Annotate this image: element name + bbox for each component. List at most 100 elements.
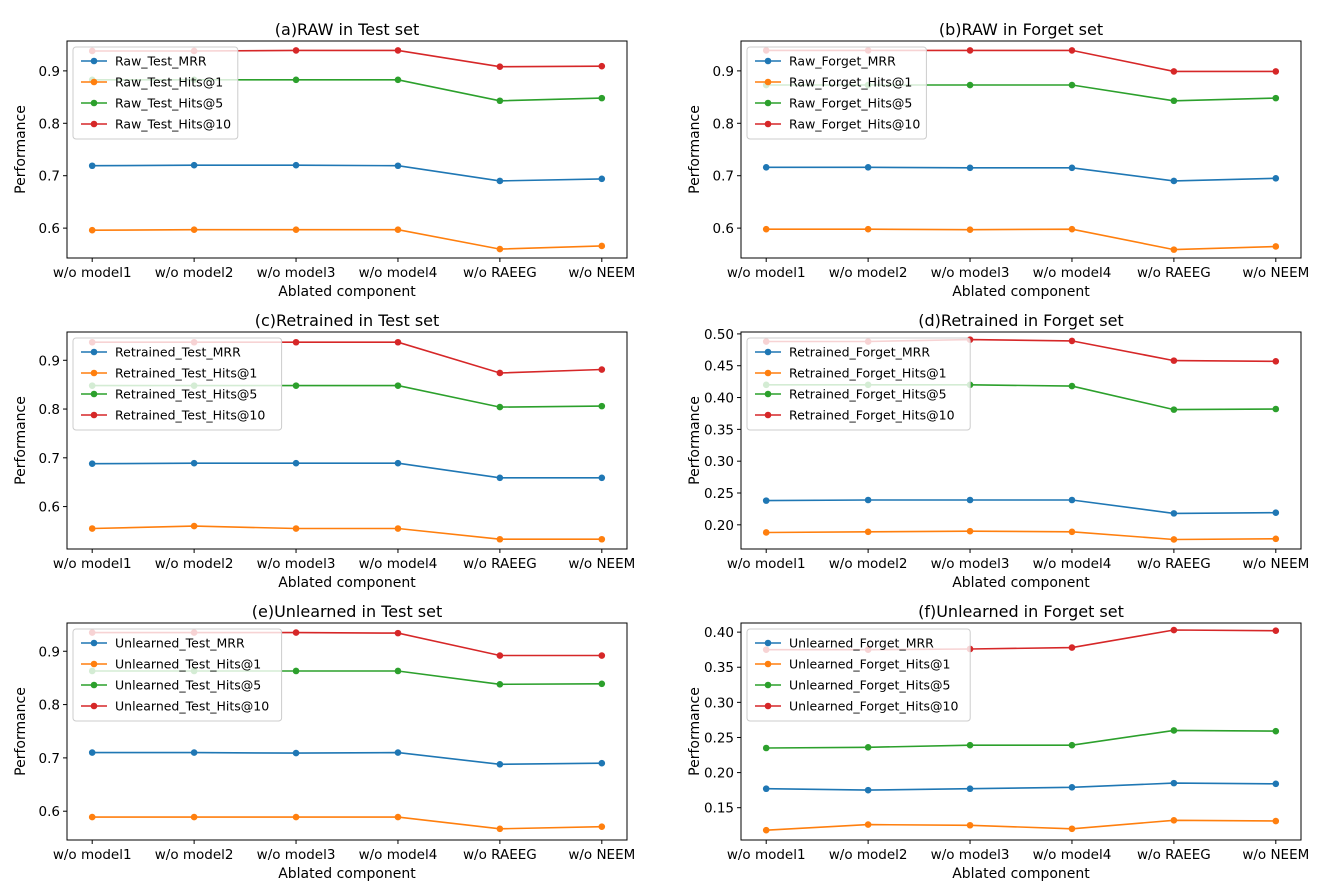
data-point-Raw_Test_MRR (394, 162, 402, 170)
data-point-Unlearned_Forget_Hits@10 (1170, 626, 1178, 634)
data-point-Unlearned_Test_Hits@10 (598, 652, 606, 659)
y-tick-label: 0.30 (704, 454, 734, 470)
x-tick-label: w/o model4 (1033, 265, 1112, 281)
x-axis-label: Ablated component (278, 866, 416, 882)
data-point-Retrained_Forget_Hits@5 (1170, 406, 1178, 413)
y-axis-label: Performance (13, 105, 29, 194)
data-point-Raw_Forget_MRR (1272, 175, 1280, 182)
data-point-Unlearned_Test_Hits@1 (190, 813, 198, 821)
x-tick-label: w/o model1 (727, 265, 806, 281)
x-axis-label: Ablated component (952, 284, 1090, 300)
data-point-Unlearned_Test_Hits@10 (394, 629, 402, 637)
series-line-Retrained_Forget_Hits@1 (766, 530, 1276, 541)
y-tick-label: 0.40 (704, 391, 734, 407)
y-tick-label: 0.8 (39, 116, 60, 132)
y-tick-label: 0.25 (704, 730, 734, 746)
legend-box (72, 628, 283, 722)
data-point-Retrained_Test_Hits@1 (190, 522, 198, 530)
y-tick-label: 0.35 (704, 422, 734, 438)
legend-marker (90, 78, 98, 86)
data-point-Unlearned_Forget_MRR (762, 785, 770, 793)
data-point-Retrained_Test_MRR (190, 459, 198, 467)
data-point-Retrained_Test_Hits@10 (292, 338, 300, 346)
data-point-Unlearned_Test_Hits@5 (292, 667, 300, 675)
legend-label: Raw_Forget_Hits@10 (789, 117, 920, 132)
x-tick-label: w/o model3 (257, 556, 336, 572)
y-tick-label: 0.6 (39, 500, 60, 516)
legend-marker (90, 411, 98, 419)
legend-marker (90, 57, 98, 65)
legend-marker (764, 348, 772, 356)
subplot-3: (c)Retrained in Test set 0.6 0.7 0.8 0.9 w/o … (13, 311, 635, 591)
legend-label: Retrained_Test_Hits@1 (115, 366, 257, 381)
data-point-Raw_Forget_Hits@10 (1170, 68, 1178, 75)
data-point-Retrained_Test_Hits@1 (88, 525, 96, 532)
legend-marker (764, 390, 772, 398)
legend-marker (90, 639, 98, 647)
x-tick-label: w/o model3 (257, 265, 336, 281)
data-point-Unlearned_Forget_Hits@1 (864, 821, 872, 828)
legend-marker (90, 99, 98, 107)
data-point-Retrained_Forget_Hits@1 (864, 528, 872, 536)
series-line-Raw_Forget_Hits@1 (766, 228, 1276, 251)
x-tick-label: w/o RAEEG (463, 847, 537, 863)
data-point-Retrained_Test_MRR (496, 474, 504, 482)
data-point-Raw_Forget_Hits@10 (1068, 47, 1076, 54)
data-point-Raw_Forget_Hits@5 (1272, 94, 1280, 102)
legend-marker (764, 639, 772, 647)
data-point-Unlearned_Forget_Hits@10 (1272, 627, 1280, 635)
data-point-Unlearned_Test_Hits@5 (598, 680, 606, 688)
legend-box (72, 46, 239, 140)
legend: Retrained_Test_MRR Retrained_Test_Hits@1 R… (72, 337, 283, 431)
data-point-Retrained_Forget_Hits@5 (1272, 405, 1280, 413)
data-point-Raw_Test_Hits@5 (496, 97, 504, 105)
data-point-Retrained_Test_Hits@1 (598, 535, 606, 543)
data-point-Retrained_Forget_MRR (1272, 509, 1280, 517)
legend: Raw_Forget_MRR Raw_Forget_Hits@1 Raw_Forge… (746, 46, 927, 140)
data-point-Unlearned_Forget_Hits@1 (966, 821, 974, 829)
y-tick-label: 0.20 (704, 766, 734, 782)
data-point-Unlearned_Test_Hits@1 (496, 825, 504, 833)
data-point-Retrained_Forget_Hits@10 (1170, 357, 1178, 364)
data-point-Raw_Test_Hits@10 (394, 47, 402, 54)
y-tick-label: 0.7 (39, 169, 60, 185)
legend-label: Raw_Forget_Hits@5 (789, 96, 912, 111)
x-tick-label: w/o model2 (155, 265, 234, 281)
x-tick-label: w/o model4 (1033, 847, 1112, 863)
subplot-2: (b)RAW in Forget set 0.6 0.7 0.8 0.9 w/o mode… (687, 20, 1309, 300)
data-point-Retrained_Forget_MRR (966, 496, 974, 504)
legend-label: Retrained_Test_Hits@10 (115, 408, 265, 423)
y-tick-label: 0.45 (704, 359, 734, 375)
data-point-Unlearned_Test_MRR (292, 749, 300, 757)
data-point-Unlearned_Test_MRR (496, 760, 504, 768)
data-point-Retrained_Test_Hits@10 (496, 369, 504, 377)
x-tick-label: w/o model3 (257, 847, 336, 863)
x-tick-label: w/o RAEEG (1137, 265, 1211, 281)
subplot-title: (d)Retrained in Forget set (918, 311, 1123, 330)
x-tick-label: w/o model2 (829, 265, 908, 281)
data-point-Raw_Test_Hits@1 (190, 226, 198, 233)
data-point-Raw_Test_Hits@1 (394, 226, 402, 233)
data-point-Retrained_Test_Hits@5 (292, 382, 300, 389)
data-point-Retrained_Forget_MRR (1170, 510, 1178, 517)
legend-marker (764, 702, 772, 710)
data-point-Raw_Test_MRR (190, 161, 198, 169)
x-tick-label: w/o model1 (727, 847, 806, 863)
y-axis-label: Performance (687, 687, 703, 776)
data-point-Raw_Test_Hits@10 (292, 47, 300, 54)
subplot-5: (e)Unlearned in Test set 0.6 0.7 0.8 0.9 w/o … (13, 602, 635, 882)
legend: Unlearned_Test_MRR Unlearned_Test_Hits@1 U… (72, 628, 283, 722)
data-point-Raw_Test_Hits@5 (292, 76, 300, 84)
data-point-Unlearned_Forget_MRR (966, 785, 974, 793)
x-tick-label: w/o RAEEG (1137, 556, 1211, 572)
legend-marker (90, 702, 98, 710)
data-point-Raw_Test_MRR (598, 175, 606, 183)
data-point-Retrained_Forget_Hits@10 (1068, 337, 1076, 345)
data-point-Raw_Forget_MRR (1068, 164, 1076, 172)
data-point-Raw_Test_Hits@1 (292, 226, 300, 233)
data-point-Unlearned_Forget_Hits@5 (864, 744, 872, 751)
legend-box (746, 337, 971, 431)
legend-label: Raw_Forget_MRR (789, 54, 896, 69)
data-point-Raw_Forget_Hits@1 (966, 226, 974, 233)
y-tick-label: 0.8 (713, 116, 734, 132)
